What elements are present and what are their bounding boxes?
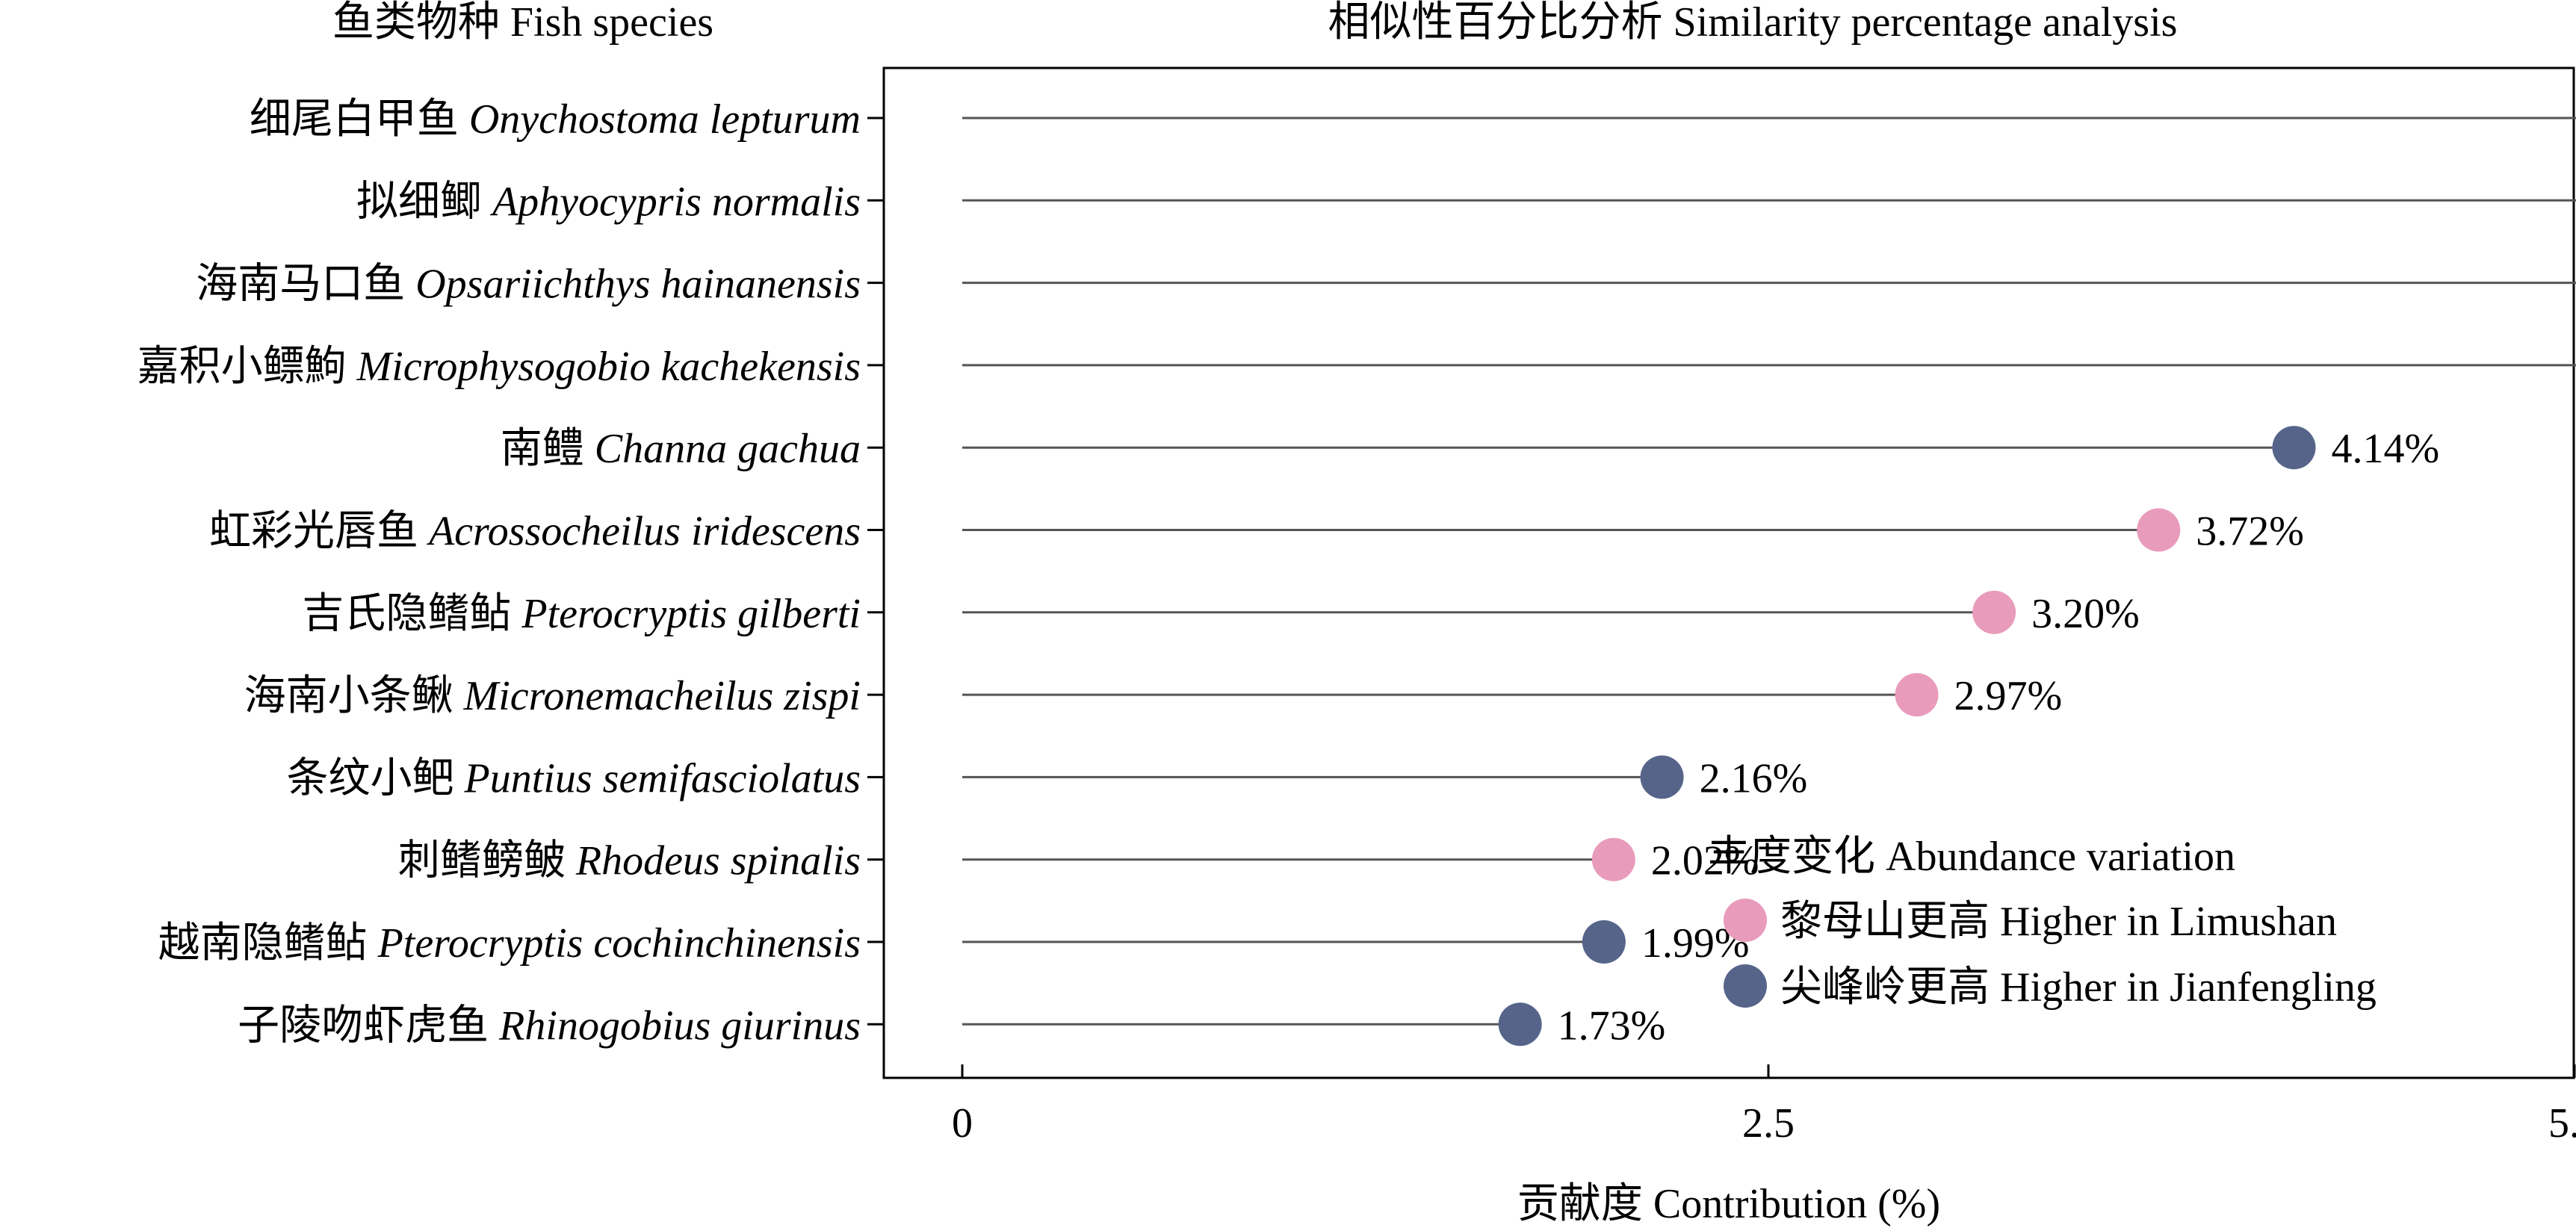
species-cn-name: 拟细鲫 — [356, 179, 492, 225]
species-label: 刺鳍鳑鲏 Rhodeus spinalis — [398, 838, 861, 884]
stems-group — [962, 117, 2576, 1026]
species-labels-group: 细尾白甲鱼 Onychostoma lepturum 拟细鲫 Aphyocypri… — [137, 96, 861, 1049]
species-label: 吉氏隐鳍鲇 Pterocryptis gilberti — [302, 591, 861, 637]
value-label: 4.14% — [2332, 426, 2440, 472]
species-cn-name: 条纹小鲃 — [287, 755, 465, 801]
x-tick-label: 2.5 — [1742, 1100, 1795, 1147]
species-latin-name: Opsariichthys hainanensis — [415, 261, 861, 308]
species-latin-name: Aphyocypris normalis — [489, 179, 861, 225]
value-labels-group: 7.92%7.59%6.96%5.65%4.14%3.72%3.20%2.97%… — [1558, 426, 2440, 1049]
y-ticks-group — [867, 117, 884, 1026]
dot-jianfengling — [1582, 920, 1626, 964]
value-label: 3.72% — [2196, 509, 2304, 555]
species-latin-name: Acrossocheilus iridescens — [426, 509, 861, 555]
species-latin-name: Micronemacheilus zispi — [463, 673, 861, 719]
dot-jianfengling — [1640, 755, 1684, 799]
dot-limushan — [1591, 837, 1635, 881]
species-label: 海南小条鳅 Micronemacheilus zispi — [244, 673, 861, 719]
species-label: 拟细鲫 Aphyocypris normalis — [356, 179, 861, 225]
species-label: 子陵吻虾虎鱼 Rhinogobius giurinus — [238, 1002, 861, 1049]
x-tick-label: 0 — [952, 1100, 973, 1147]
species-latin-name: Pterocryptis cochinchinensis — [377, 920, 861, 967]
dot-limushan — [1895, 673, 1939, 717]
species-label: 虹彩光唇鱼 Acrossocheilus iridescens — [209, 509, 861, 555]
plot-area-frame — [882, 66, 2575, 1079]
legend-swatch-jianfengling — [1724, 964, 1767, 1008]
species-label: 南鳢 Channa gachua — [501, 426, 861, 472]
dots-group — [1498, 426, 2316, 1046]
legend-title: 丰度变化 Abundance variation — [1708, 834, 2235, 880]
value-label: 2.02% — [1651, 838, 1759, 884]
x-axis: 02.55.07.5 — [952, 1064, 2576, 1147]
dot-jianfengling — [1498, 1002, 1542, 1046]
species-label: 海南马口鱼 Opsariichthys hainanensis — [196, 261, 861, 308]
species-latin-name: Rhodeus spinalis — [575, 838, 861, 884]
species-latin-name: Rhinogobius giurinus — [498, 1002, 861, 1049]
species-latin-name: Onychostoma lepturum — [469, 96, 861, 143]
species-label: 嘉积小鳔鮈 Microphysogobio kachekensis — [137, 344, 861, 390]
species-label: 越南隐鳍鲇 Pterocryptis cochinchinensis — [158, 920, 861, 967]
chart-title: 相似性百分比分析 Similarity percentage analysis — [1328, 0, 2178, 46]
dot-limushan — [2137, 508, 2181, 552]
species-cn-name: 刺鳍鳑鲏 — [398, 838, 576, 884]
species-cn-name: 子陵吻虾虎鱼 — [238, 1002, 499, 1049]
legend-swatch-limushan — [1724, 899, 1767, 942]
species-cn-name: 海南马口鱼 — [196, 261, 415, 308]
legend-label-limushan: 黎母山更高 Higher in Limushan — [1780, 899, 2337, 945]
x-tick-label: 5.0 — [2548, 1100, 2576, 1147]
species-latin-name: Microphysogobio kachekensis — [356, 344, 861, 390]
value-label: 2.16% — [1700, 755, 1808, 801]
x-axis-label: 贡献度 Contribution (%) — [1517, 1181, 1940, 1227]
species-cn-name: 细尾白甲鱼 — [250, 96, 469, 143]
value-label: 2.97% — [1954, 673, 2063, 719]
species-label: 细尾白甲鱼 Onychostoma lepturum — [250, 96, 861, 143]
species-cn-name: 海南小条鳅 — [244, 673, 464, 719]
legend-entries: 黎母山更高 Higher in Limushan 尖峰岭更高 Higher in … — [1724, 899, 2377, 1011]
dot-jianfengling — [2272, 426, 2316, 470]
species-latin-name: Puntius semifasciolatus — [464, 755, 861, 801]
species-cn-name: 虹彩光唇鱼 — [209, 509, 429, 555]
legend: 丰度变化 Abundance variation 黎母山更高 Higher in… — [1708, 834, 2377, 1011]
species-cn-name: 越南隐鳍鲇 — [158, 920, 378, 967]
value-label: 3.20% — [2031, 591, 2140, 637]
dot-limushan — [1972, 590, 2016, 634]
species-column-header: 鱼类物种 Fish species — [332, 0, 713, 46]
species-cn-name: 嘉积小鳔鮈 — [137, 344, 357, 390]
species-latin-name: Pterocryptis gilberti — [521, 591, 861, 637]
species-cn-name: 吉氏隐鳍鲇 — [302, 591, 521, 637]
species-cn-name: 南鳢 — [501, 426, 595, 472]
value-label: 1.73% — [1558, 1002, 1666, 1049]
species-label: 条纹小鲃 Puntius semifasciolatus — [287, 755, 861, 801]
species-latin-name: Channa gachua — [595, 426, 861, 472]
legend-label-jianfengling: 尖峰岭更高 Higher in Jianfengling — [1780, 964, 2377, 1011]
